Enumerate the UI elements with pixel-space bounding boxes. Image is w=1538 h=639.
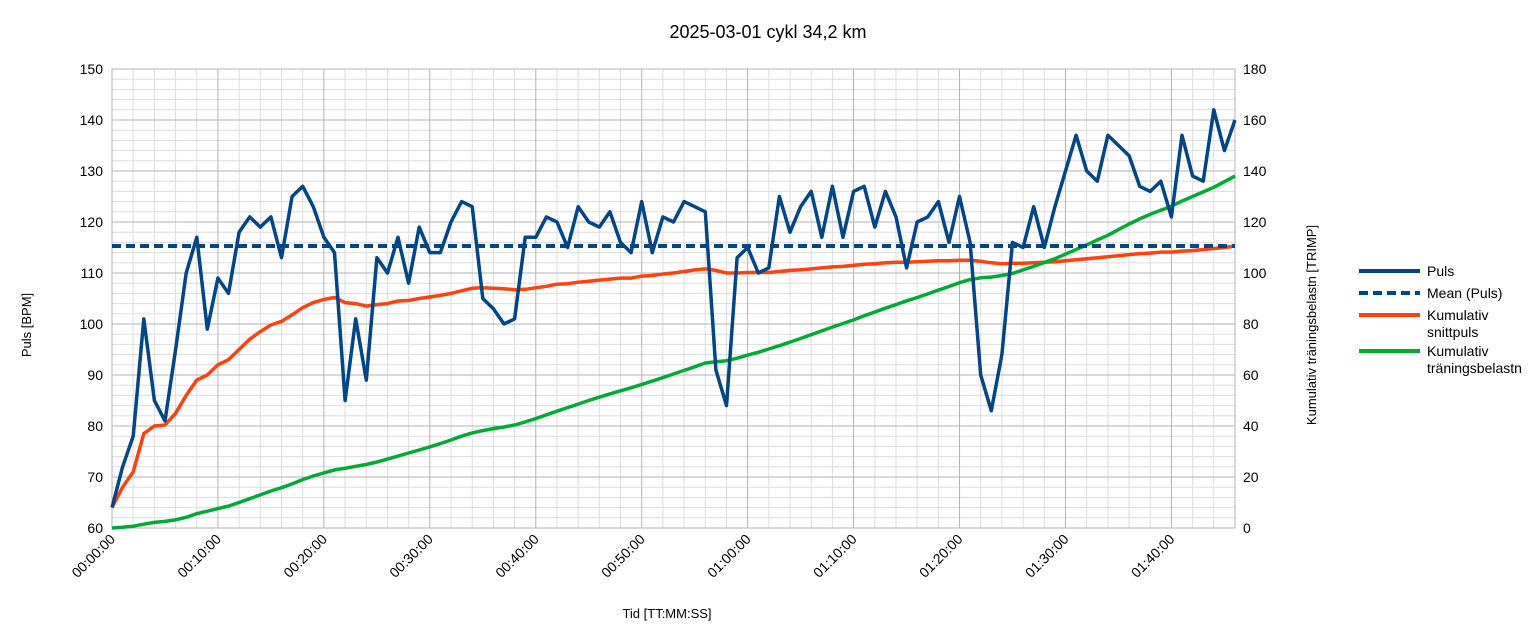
y-tick-label: 100 — [80, 316, 104, 332]
plot-area: 60 70 80 90 100 110 120 130 140 150 0 20 40 60 80 100 12… — [68, 61, 1266, 581]
y-tick-label: 70 — [87, 469, 103, 485]
legend-label-line: Kumulativ — [1427, 343, 1488, 359]
series-line-3 — [111, 174, 1236, 530]
y-tick-label: 140 — [80, 112, 104, 128]
legend-item: Kumulativ träningsbelastn — [1359, 343, 1522, 376]
legend-label: Puls — [1427, 263, 1454, 279]
y2-tick-label: 0 — [1243, 520, 1251, 536]
x-tick-label: 01:10:00 — [810, 531, 860, 581]
x-tick-label: 00:50:00 — [598, 531, 648, 581]
legend-item: Kumulativ snittpuls — [1359, 307, 1488, 340]
y-tick-label: 60 — [87, 520, 103, 536]
x-tick-label: 00:30:00 — [386, 531, 436, 581]
y2-tick-label: 140 — [1243, 163, 1267, 179]
y-tick-label: 130 — [80, 163, 104, 179]
legend-label: Mean (Puls) — [1427, 285, 1502, 301]
legend-item: Puls — [1359, 263, 1454, 279]
y2-tick-label: 160 — [1243, 112, 1267, 128]
x-tick-label: 01:00:00 — [704, 531, 754, 581]
x-tick-label: 00:10:00 — [174, 531, 224, 581]
legend-label-line: snittpuls — [1427, 324, 1478, 340]
y2-tick-label: 120 — [1243, 214, 1267, 230]
grid — [111, 68, 1236, 529]
y-tick-label: 90 — [87, 367, 103, 383]
x-tick-label: 00:40:00 — [492, 531, 542, 581]
x-axis-label: Tid [TT:MM:SS] — [622, 606, 711, 621]
series-line-0 — [110, 108, 1237, 509]
x-tick-label: 00:00:00 — [68, 531, 118, 581]
legend-label: Kumulativ träningsbelastn — [1427, 343, 1522, 376]
x-tick-label: 01:40:00 — [1128, 531, 1178, 581]
x-tick-label: 00:20:00 — [280, 531, 330, 581]
x-tick-label: 01:30:00 — [1022, 531, 1072, 581]
y2-tick-label: 100 — [1243, 265, 1267, 281]
y2-tick-label: 180 — [1243, 61, 1267, 77]
legend-label-line: Puls — [1427, 263, 1454, 279]
series-line-2 — [110, 244, 1236, 509]
y2-tick-label: 80 — [1243, 316, 1259, 332]
legend-label-line: Kumulativ — [1427, 307, 1488, 323]
y2-axis-label: Kumulativ träningsbelastn [TRIMP] — [1304, 225, 1319, 425]
legend-label-line: Mean (Puls) — [1427, 285, 1502, 301]
y-tick-label: 150 — [80, 61, 104, 77]
y2-tick-label: 20 — [1243, 469, 1259, 485]
y-tick-label: 110 — [81, 265, 104, 281]
plot-border — [111, 68, 1236, 529]
y-tick-label: 80 — [87, 418, 103, 434]
y2-tick-label: 60 — [1243, 367, 1259, 383]
chart-title: 2025-03-01 cykl 34,2 km — [669, 22, 866, 42]
y2-tick-label: 40 — [1243, 418, 1259, 434]
legend-label: Kumulativ snittpuls — [1427, 307, 1488, 340]
legend-label-line: träningsbelastn — [1427, 360, 1522, 376]
x-tick-label: 01:20:00 — [916, 531, 966, 581]
legend-item: Mean (Puls) — [1359, 285, 1502, 301]
series — [110, 108, 1237, 530]
y-tick-label: 120 — [80, 214, 104, 230]
y-axis-label: Puls [BPM] — [19, 293, 34, 357]
